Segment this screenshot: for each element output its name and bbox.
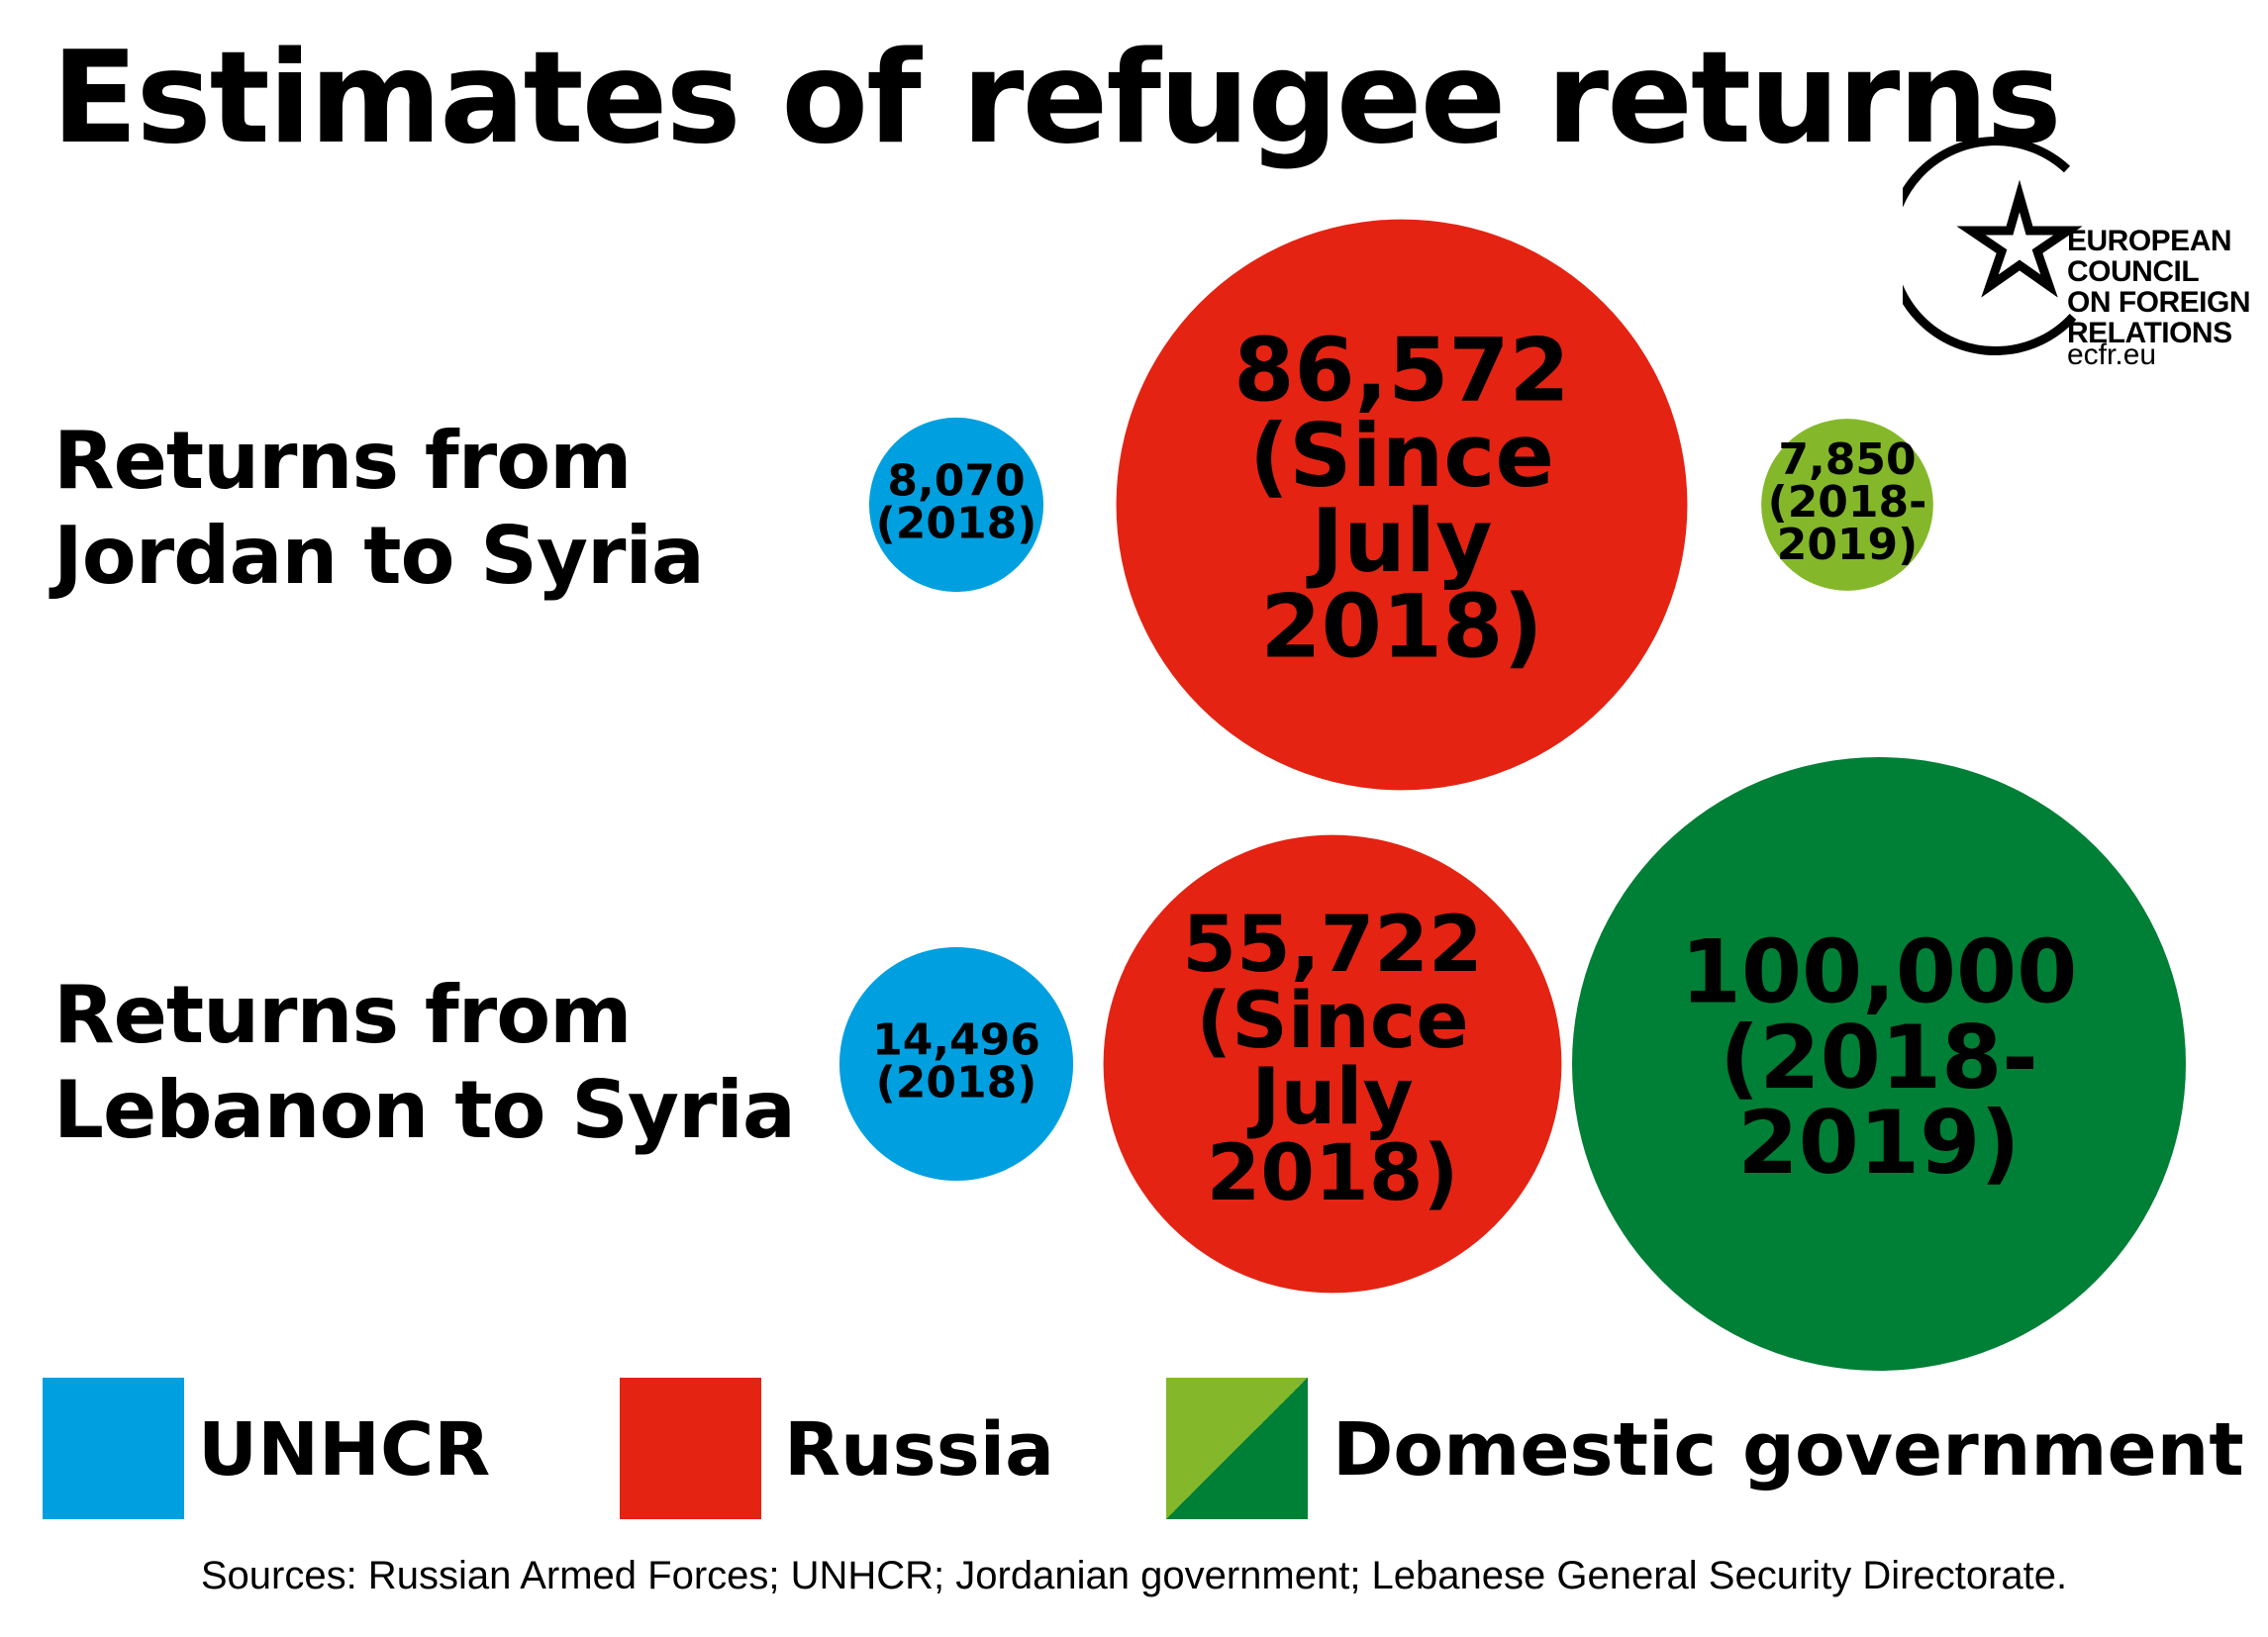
bubble-label-domestic-government-row-2: 2019) xyxy=(1737,1092,2020,1194)
chart-title: Estimates of refugee returns xyxy=(51,25,2062,172)
logo-url: ecfr.eu xyxy=(2067,338,2157,371)
bubble-label-russia-row-2: 55,722 xyxy=(1182,899,1483,990)
row-label-line: Jordan to Syria xyxy=(53,510,705,602)
bubble-label-unhcr-row-2: 14,496 xyxy=(872,1014,1040,1065)
circle-star-icon xyxy=(1903,137,2083,355)
logo-line: EUROPEAN xyxy=(2067,225,2232,257)
logo-line: COUNCIL xyxy=(2067,255,2200,288)
row-label-line: Returns from xyxy=(53,415,633,507)
row-label-line: Returns from xyxy=(53,969,633,1061)
bubble-label-domestic-government-row-2: (2018- xyxy=(1720,1007,2038,1108)
legend-swatch-domestic xyxy=(1166,1378,1308,1519)
bubble-label-unhcr-row-1: (2018) xyxy=(876,499,1037,549)
row-label-jordan: Returns from Jordan to Syria xyxy=(53,414,705,604)
legend-swatch-unhcr xyxy=(43,1378,184,1519)
bubble-label-russia-row-2: (Since xyxy=(1196,975,1469,1066)
logo-line: ON FOREIGN xyxy=(2067,286,2251,319)
bubble-domestic-government-row-2 xyxy=(1572,757,2186,1371)
bubble-label-domestic-government-row-2: 100,000 xyxy=(1681,921,2078,1023)
bubble-label-russia-row-2: 2018) xyxy=(1207,1127,1459,1218)
legend-swatch-russia xyxy=(620,1378,761,1519)
bubble-label-domestic-government-row-1: 2019) xyxy=(1777,520,1919,570)
bubble-label-russia-row-2: July xyxy=(1246,1051,1414,1142)
bubble-label-unhcr-row-1: 8,070 xyxy=(887,455,1025,506)
bubble-label-russia-row-1: 86,572 xyxy=(1233,320,1570,422)
row-label-line: Lebanon to Syria xyxy=(53,1064,796,1156)
bubble-domestic-government-row-1 xyxy=(1761,419,1933,591)
sources-note: Sources: Russian Armed Forces; UNHCR; Jo… xyxy=(200,1554,2068,1597)
bubble-label-russia-row-1: (Since xyxy=(1249,405,1554,507)
logo-line: RELATIONS xyxy=(2067,317,2232,349)
legend-label-domestic: Domestic government xyxy=(1332,1407,2244,1493)
bubble-label-domestic-government-row-1: 7,850 xyxy=(1778,434,1916,485)
bubble-label-unhcr-row-2: (2018) xyxy=(876,1058,1037,1108)
row-label-lebanon: Returns from Lebanon to Syria xyxy=(53,968,796,1158)
bubble-label-russia-row-1: July xyxy=(1307,490,1493,592)
bubble-label-russia-row-1: 2018) xyxy=(1260,575,1542,677)
bubble-unhcr-row-1 xyxy=(868,417,1044,593)
legend-label-unhcr: UNHCR xyxy=(198,1407,491,1493)
bubble-unhcr-row-2 xyxy=(838,946,1074,1182)
bubble-label-domestic-government-row-1: (2018- xyxy=(1768,477,1927,528)
bubble-russia-row-2 xyxy=(1103,834,1562,1294)
bubble-russia-row-1 xyxy=(1116,219,1688,791)
logo-text: EUROPEAN COUNCIL ON FOREIGN RELATIONS xyxy=(2067,225,2251,349)
legend-label-russia: Russia xyxy=(784,1407,1055,1493)
